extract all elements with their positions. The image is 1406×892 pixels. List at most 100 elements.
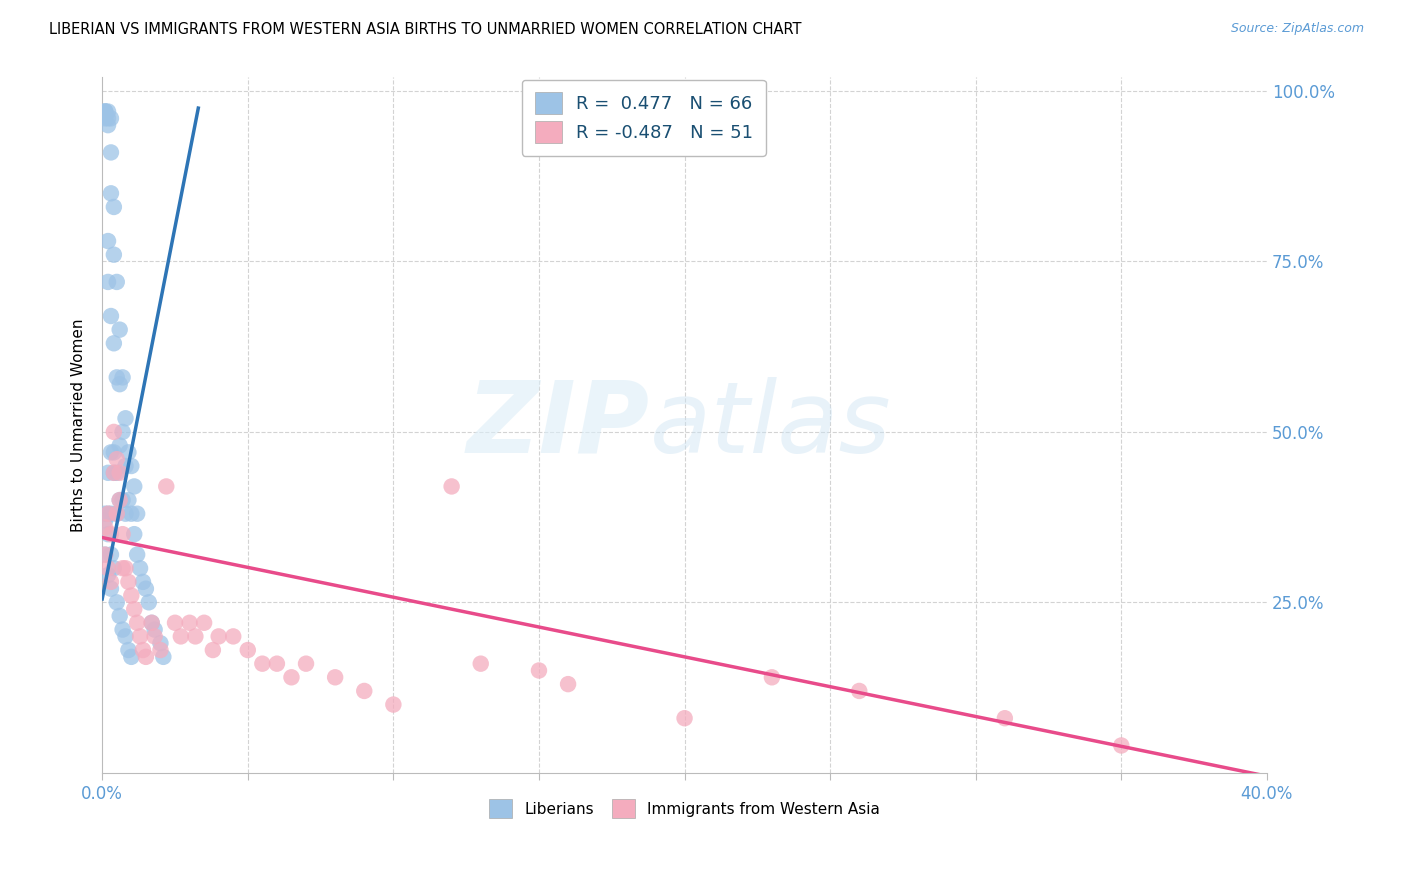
Point [111, 623, 134, 637]
Point [120, 649, 142, 664]
Point [266, 657, 288, 671]
Point [208, 629, 231, 643]
Point [108, 438, 131, 452]
Point [105, 466, 128, 480]
Point [100, 445, 122, 459]
Point [155, 479, 177, 493]
Point [103, 466, 125, 480]
Point [132, 574, 155, 589]
Point [470, 657, 492, 671]
Point [108, 609, 131, 624]
Point [94, 548, 117, 562]
Text: LIBERIAN VS IMMIGRANTS FROM WESTERN ASIA BIRTHS TO UNMARRIED WOMEN CORRELATION C: LIBERIAN VS IMMIGRANTS FROM WESTERN ASIA… [49, 22, 801, 37]
Text: ZIP: ZIP [467, 376, 650, 474]
Point [252, 657, 274, 671]
Point [143, 629, 166, 643]
Point [111, 527, 134, 541]
Point [129, 629, 152, 643]
Point [94, 514, 117, 528]
Point [108, 323, 131, 337]
Point [94, 104, 117, 119]
Point [97, 527, 120, 541]
Text: Source: ZipAtlas.com: Source: ZipAtlas.com [1230, 22, 1364, 36]
Point [94, 548, 117, 562]
Point [100, 186, 122, 201]
Point [94, 112, 117, 126]
Point [149, 636, 172, 650]
Point [117, 643, 139, 657]
Point [557, 677, 579, 691]
Point [114, 411, 136, 425]
Point [127, 548, 149, 562]
Y-axis label: Births to Unmarried Women: Births to Unmarried Women [72, 318, 86, 532]
Point [111, 425, 134, 439]
Point [108, 493, 131, 508]
Text: atlas: atlas [650, 376, 891, 474]
Point [111, 493, 134, 508]
Point [994, 711, 1017, 725]
Legend: Liberians, Immigrants from Western Asia: Liberians, Immigrants from Western Asia [482, 793, 886, 824]
Point [117, 445, 139, 459]
Point [114, 561, 136, 575]
Point [673, 711, 696, 725]
Point [120, 507, 142, 521]
Point [114, 507, 136, 521]
Point [103, 336, 125, 351]
Point [143, 623, 166, 637]
Point [127, 507, 149, 521]
Point [97, 118, 120, 132]
Point [108, 377, 131, 392]
Point [105, 507, 128, 521]
Point [122, 602, 145, 616]
Point [440, 479, 463, 493]
Point [135, 649, 157, 664]
Point [848, 684, 870, 698]
Point [201, 643, 224, 657]
Point [1111, 739, 1133, 753]
Point [103, 425, 125, 439]
Point [193, 615, 215, 630]
Point [105, 452, 128, 467]
Point [100, 112, 122, 126]
Point [141, 615, 163, 630]
Point [149, 643, 172, 657]
Point [236, 643, 259, 657]
Point [97, 234, 120, 248]
Point [170, 629, 193, 643]
Point [120, 458, 142, 473]
Point [108, 493, 131, 508]
Point [120, 589, 142, 603]
Point [135, 582, 157, 596]
Point [111, 561, 134, 575]
Point [103, 200, 125, 214]
Point [114, 629, 136, 643]
Point [280, 670, 302, 684]
Point [132, 643, 155, 657]
Point [97, 466, 120, 480]
Point [761, 670, 783, 684]
Point [105, 507, 128, 521]
Point [103, 561, 125, 575]
Point [94, 104, 117, 119]
Point [100, 309, 122, 323]
Point [323, 670, 346, 684]
Point [103, 466, 125, 480]
Point [184, 629, 207, 643]
Point [94, 507, 117, 521]
Point [100, 548, 122, 562]
Point [94, 520, 117, 534]
Point [111, 370, 134, 384]
Point [117, 574, 139, 589]
Point [295, 657, 318, 671]
Point [127, 615, 149, 630]
Point [100, 527, 122, 541]
Point [163, 615, 186, 630]
Point [100, 145, 122, 160]
Point [103, 248, 125, 262]
Point [105, 370, 128, 384]
Point [100, 574, 122, 589]
Point [97, 104, 120, 119]
Point [105, 275, 128, 289]
Point [97, 568, 120, 582]
Point [152, 649, 174, 664]
